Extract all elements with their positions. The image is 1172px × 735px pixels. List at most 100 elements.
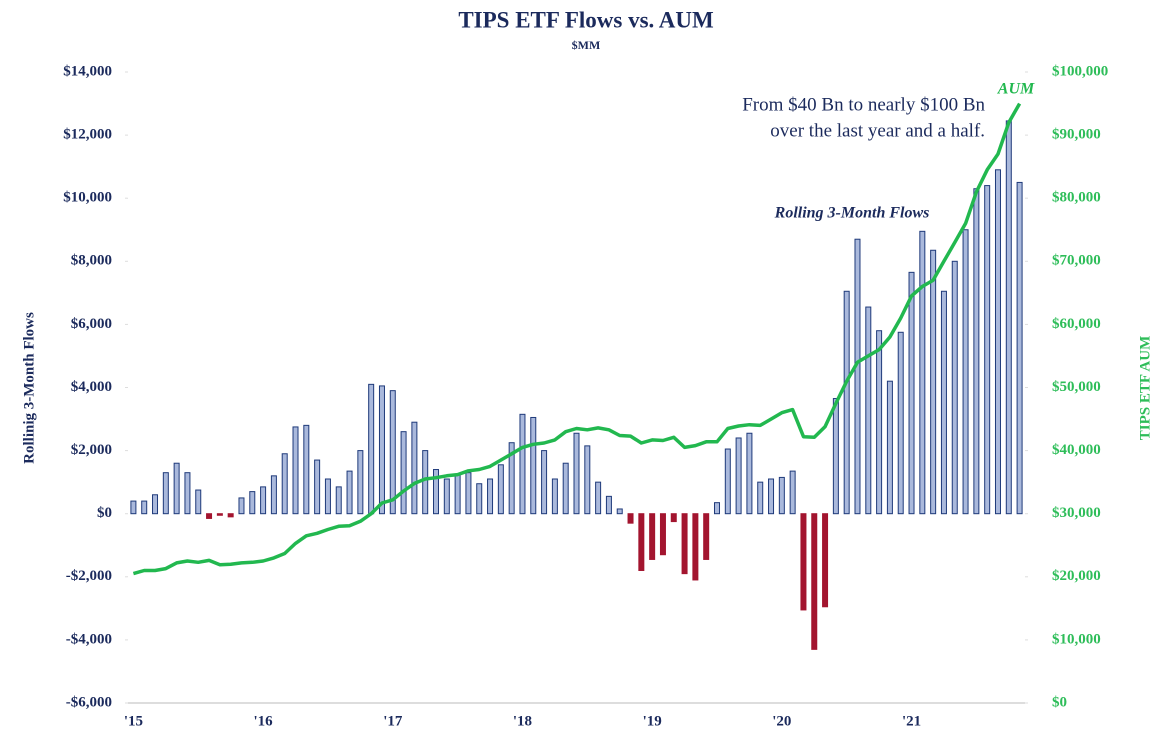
bar: [270, 475, 277, 515]
x-tick-label: '16: [254, 713, 274, 729]
y-tick-label: -$6,000: [66, 694, 112, 710]
bar: [303, 424, 310, 515]
y2-tick-label: $30,000: [1052, 505, 1101, 521]
bar: [908, 271, 915, 515]
bar: [876, 330, 883, 515]
bar: [595, 481, 602, 515]
bar: [281, 453, 288, 515]
bar: [984, 185, 991, 515]
bar: [400, 431, 407, 515]
series-label: AUM: [997, 81, 1035, 98]
bar: [508, 442, 515, 515]
bar: [530, 416, 537, 515]
x-tick-label: '19: [643, 713, 662, 729]
y2-tick-label: $90,000: [1052, 127, 1101, 143]
y-tick-label: $0: [97, 505, 112, 521]
bar: [433, 469, 440, 515]
y-tick-label: $10,000: [63, 190, 112, 206]
bar: [422, 450, 429, 515]
y2-tick-label: $0: [1052, 694, 1067, 710]
y2-tick-label: $60,000: [1052, 316, 1101, 332]
line: [132, 102, 1022, 576]
bar: [778, 476, 785, 515]
y2-tick-label: $80,000: [1052, 190, 1101, 206]
bar: [681, 513, 688, 575]
bar: [746, 432, 753, 515]
bar: [519, 413, 526, 515]
bar: [930, 249, 937, 515]
bar: [800, 513, 807, 611]
bar: [627, 513, 634, 524]
bar: [249, 491, 256, 515]
bar: [260, 486, 267, 515]
bar: [713, 502, 720, 515]
bar: [659, 513, 666, 556]
bar: [152, 494, 159, 515]
bar: [292, 426, 299, 515]
series-label: Rolling 3-Month Flows: [774, 205, 930, 222]
bar: [822, 513, 829, 608]
y2-tick-label: $70,000: [1052, 253, 1101, 269]
bar: [541, 450, 548, 515]
bar: [476, 483, 483, 515]
bar: [335, 486, 342, 515]
bar: [551, 478, 558, 515]
x-tick-label: '21: [902, 713, 921, 729]
y-tick-label: $14,000: [63, 63, 112, 79]
x-tick-label: '15: [124, 713, 143, 729]
bar: [1005, 120, 1012, 515]
y-tick-label: $2,000: [71, 442, 112, 458]
bar: [584, 445, 591, 515]
bar: [141, 500, 148, 515]
y-tick-label: $8,000: [71, 253, 112, 269]
bar: [443, 478, 450, 515]
bar: [897, 331, 904, 515]
bar: [940, 290, 947, 515]
y-axis-label: Rollinig 3-Month Flows: [21, 312, 37, 464]
y-tick-label: -$4,000: [66, 631, 112, 647]
y-tick-label: -$2,000: [66, 568, 112, 584]
bar: [368, 383, 375, 515]
bar: [130, 500, 137, 515]
y2-tick-label: $100,000: [1052, 63, 1108, 79]
y2-tick-label: $40,000: [1052, 442, 1101, 458]
y-tick-label: $12,000: [63, 127, 112, 143]
bar: [789, 470, 796, 515]
bar: [378, 385, 385, 515]
bar: [227, 513, 234, 518]
bar: [724, 448, 731, 515]
bar: [184, 472, 191, 515]
bar: [465, 472, 472, 515]
bar: [811, 513, 818, 650]
bar: [865, 306, 872, 515]
bar: [605, 495, 612, 515]
y2-tick-label: $20,000: [1052, 568, 1101, 584]
x-tick-label: '17: [383, 713, 403, 729]
bar: [951, 260, 958, 515]
bar: [638, 513, 645, 571]
bar: [497, 464, 504, 515]
bar: [994, 169, 1001, 515]
bar: [162, 472, 169, 515]
bar: [649, 513, 656, 560]
bar: [973, 188, 980, 515]
bar: [962, 229, 969, 515]
bar: [346, 470, 353, 515]
bar: [238, 497, 245, 515]
bar: [670, 513, 677, 523]
bar: [886, 380, 893, 515]
y2-axis-label: TIPS ETF AUM: [1137, 336, 1153, 440]
bar: [1016, 181, 1023, 515]
bar: [768, 478, 775, 515]
bar: [206, 513, 213, 519]
bar: [703, 513, 710, 560]
y2-tick-label: $10,000: [1052, 631, 1101, 647]
bar: [314, 459, 321, 515]
bar: [454, 473, 461, 515]
bar: [616, 508, 623, 515]
bar: [573, 432, 580, 515]
bar: [843, 290, 850, 515]
bar: [357, 450, 364, 515]
chart-subtitle: $MM: [572, 38, 601, 52]
